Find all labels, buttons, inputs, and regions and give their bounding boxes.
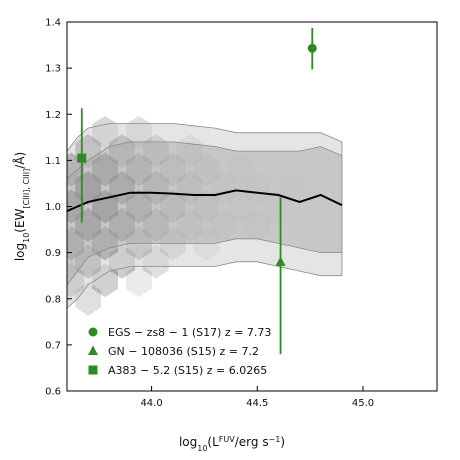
y-tick-label: 0.6 [45,387,61,398]
y-tick-label: 1.3 [45,64,61,75]
legend-label: GN − 108036 (S15) z = 7.2 [108,345,259,358]
y-tick-label: 1.4 [45,18,61,29]
y-tick-label: 0.9 [45,248,61,259]
legend-marker-triangle [88,345,98,355]
x-tick-label: 44.5 [246,398,268,409]
median-line [67,189,343,213]
legend-label: EGS − zs8 − 1 (S17) z = 7.73 [108,326,271,339]
y-tick-label: 1.2 [45,110,61,121]
legend: EGS − zs8 − 1 (S17) z = 7.73 GN − 108036 … [88,326,271,377]
density-hexbin [125,263,152,298]
x-tick-label: 44.0 [140,398,162,409]
x-tick-label: 45.0 [352,398,374,409]
data-point-triangle [275,256,286,266]
y-axis-label: log10(EW[CIII], CIII]/Å) [12,152,31,261]
y-tick-label: 0.8 [45,294,61,305]
x-axis-label: log10(LFUV/erg s−1) [179,435,285,453]
legend-marker-square [88,365,98,375]
plot-content [67,27,343,355]
y-tick-label: 1.1 [45,156,61,167]
data-point-circle [307,43,317,53]
inner-band [67,141,343,286]
y-tick-label: 0.7 [45,340,61,351]
legend-marker-circle [88,327,98,337]
legend-label: A383 − 5.2 (S15) z = 6.0265 [108,364,267,377]
data-point-square [77,153,87,163]
y-tick-label: 1.0 [45,202,61,213]
